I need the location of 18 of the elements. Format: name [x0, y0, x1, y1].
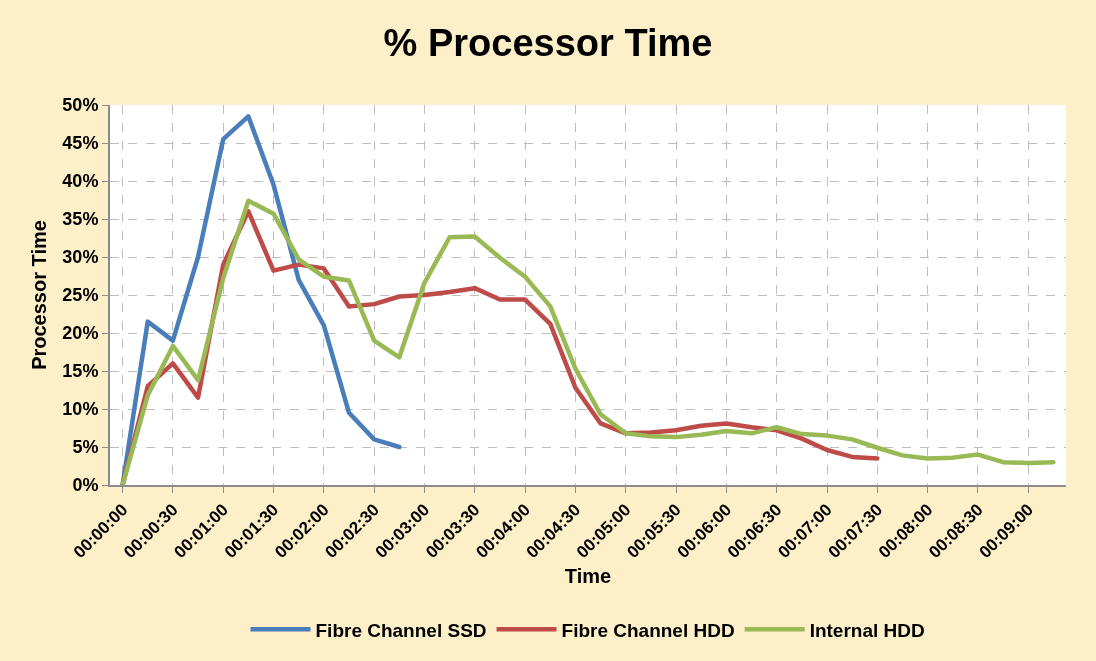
chart-title: % Processor Time — [383, 22, 713, 65]
y-tick-label: 50% — [62, 95, 99, 116]
y-tick-label: 35% — [62, 209, 99, 230]
x-axis-title: Time — [564, 564, 612, 587]
line-series — [120, 198, 1056, 485]
y-tick-label: 20% — [62, 323, 99, 344]
y-axis-title: Processor Time — [28, 220, 51, 370]
legend-label: Fibre Channel HDD — [561, 619, 735, 641]
y-tick-label: 0% — [72, 475, 99, 496]
y-tick-label: 45% — [62, 133, 99, 154]
y-tick-label: 40% — [62, 171, 99, 192]
legend-label: Fibre Channel SSD — [315, 619, 487, 641]
legend-label: Internal HDD — [809, 619, 925, 641]
y-tick-label: 25% — [62, 285, 99, 306]
y-tick-label: 5% — [72, 437, 99, 458]
y-tick-label: 10% — [62, 399, 99, 420]
y-tick-label: 15% — [62, 361, 99, 382]
y-tick-label: 30% — [62, 247, 99, 268]
